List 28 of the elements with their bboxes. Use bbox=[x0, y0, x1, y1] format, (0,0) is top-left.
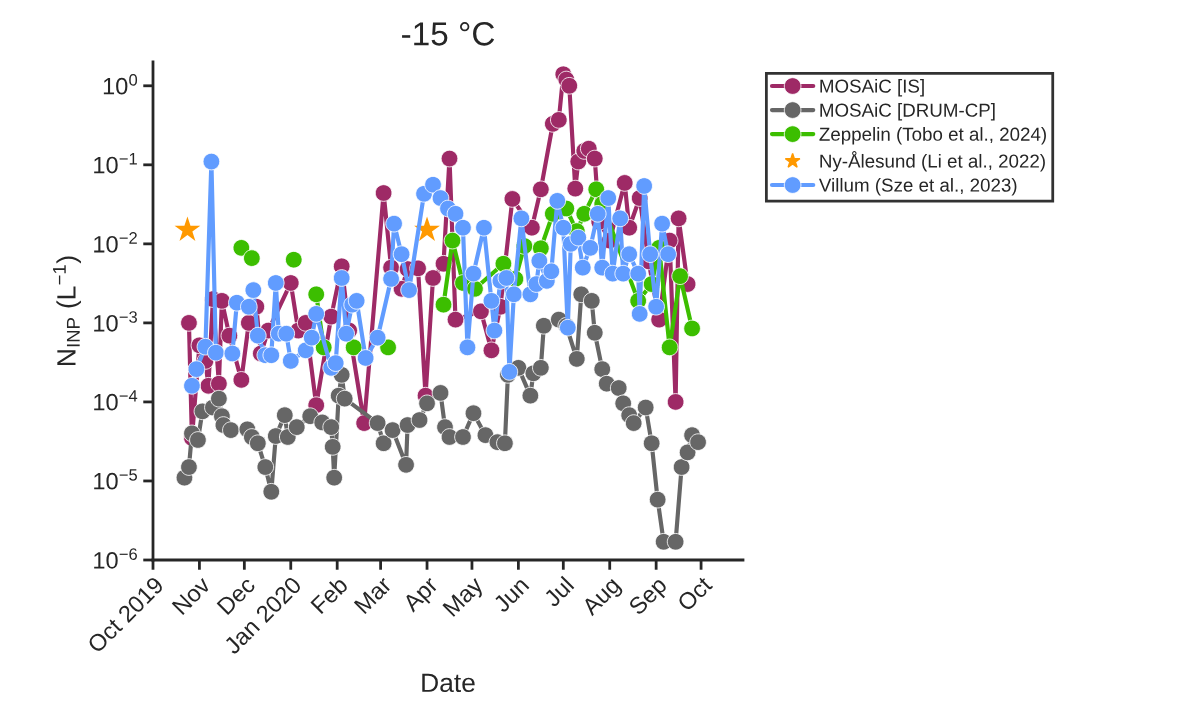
legend-label: MOSAiC [IS] bbox=[820, 79, 924, 97]
x-tick-label: Feb bbox=[309, 575, 349, 615]
x-tick-label: Nov bbox=[171, 575, 212, 616]
point bbox=[174, 216, 201, 241]
x-tick-label: Sep bbox=[627, 575, 672, 620]
chart-title: -15 °C bbox=[402, 22, 495, 46]
y-tick-label: 10$^{−6}$ bbox=[94, 548, 137, 569]
legend-label: Villum (Sze et al., 2023) bbox=[818, 178, 1017, 196]
x-tick-label: Aug bbox=[580, 576, 625, 620]
x-tick-label: Mar bbox=[353, 575, 393, 615]
x-tick-label: May bbox=[442, 575, 488, 621]
x-tick-label: Jun bbox=[492, 576, 530, 614]
y-tick-label: 10$^{0}$ bbox=[103, 74, 138, 95]
x-tick-label: Jul bbox=[542, 575, 575, 608]
y-tick-label: 10$^{−4}$ bbox=[94, 390, 138, 411]
point bbox=[414, 216, 440, 241]
x-tick-label: Dec bbox=[216, 575, 257, 616]
y-tick-label: 10$^{−1}$ bbox=[94, 153, 137, 174]
legend-label: Ny-Ålesund (Li et al., 2022) bbox=[820, 151, 1045, 172]
y-tick-label: 10$^{−3}$ bbox=[94, 311, 137, 332]
legend-label: MOSAiC [DRUM-CP] bbox=[820, 103, 995, 121]
y-tick-label: 10$^{−2}$ bbox=[94, 232, 137, 253]
y-tick-label: 10$^{−5}$ bbox=[94, 469, 138, 490]
x-tick-label: Apr bbox=[401, 575, 443, 617]
legend-label: Zeppelin (Tobo et al., 2024) bbox=[819, 127, 1046, 145]
x-tick-label: Oct bbox=[676, 575, 714, 613]
x-axis-title: Date bbox=[422, 673, 475, 693]
y-axis-title: N$_{INP}$ (L$^{−1}$) bbox=[53, 256, 81, 366]
